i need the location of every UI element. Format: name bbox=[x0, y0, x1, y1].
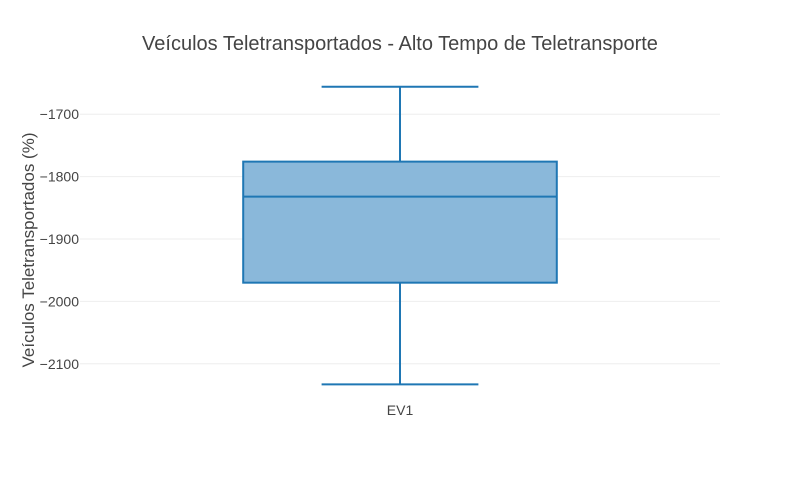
boxes bbox=[242, 85, 558, 386]
y-axis-label: Veículos Teletransportados (%) bbox=[19, 133, 38, 368]
x-tick-label: EV1 bbox=[387, 402, 414, 418]
y-tick-label: −1700 bbox=[40, 106, 80, 122]
y-axis-ticks: −2100 −2000 −1900 −1800 −1700 bbox=[40, 106, 80, 372]
y-tick-label: −1800 bbox=[40, 169, 80, 185]
y-tick-label: −1900 bbox=[40, 231, 80, 247]
y-tick-label: −2000 bbox=[40, 293, 80, 309]
chart-title: Veículos Teletransportados - Alto Tempo … bbox=[142, 33, 658, 55]
x-axis-ticks: EV1 bbox=[387, 402, 414, 418]
y-tick-label: −2100 bbox=[40, 356, 80, 372]
box-EV1 bbox=[242, 85, 558, 386]
iqr-box bbox=[242, 160, 558, 284]
